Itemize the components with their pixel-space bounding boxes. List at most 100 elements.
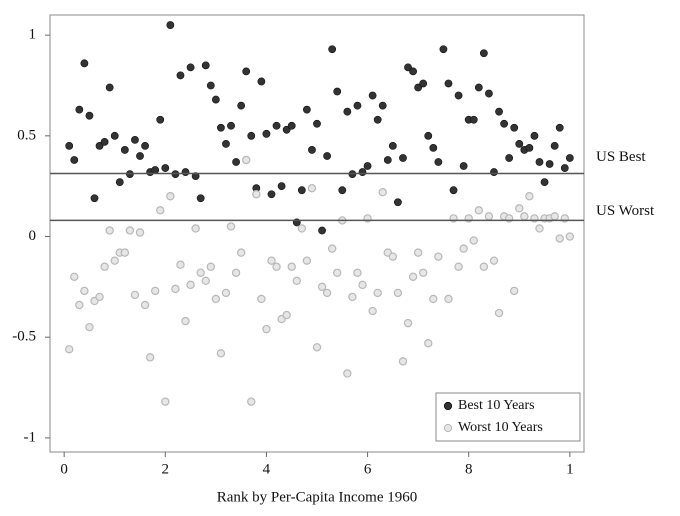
point xyxy=(333,87,342,96)
point xyxy=(125,226,135,235)
point xyxy=(328,45,337,54)
point xyxy=(217,123,225,132)
point xyxy=(156,206,165,215)
point xyxy=(272,262,281,271)
point xyxy=(393,288,403,298)
point xyxy=(131,135,139,144)
point xyxy=(307,183,317,193)
point xyxy=(211,294,221,304)
point xyxy=(297,224,307,233)
x-tick-label: 8 xyxy=(465,461,473,477)
point xyxy=(130,290,140,300)
point xyxy=(166,21,175,29)
point xyxy=(232,158,240,166)
point xyxy=(469,115,478,124)
point xyxy=(237,101,246,110)
point xyxy=(145,353,155,362)
point xyxy=(338,186,347,195)
point xyxy=(434,252,443,261)
point xyxy=(100,137,109,146)
point xyxy=(565,232,575,241)
point xyxy=(85,322,94,332)
point xyxy=(414,83,423,92)
point xyxy=(277,182,286,191)
point xyxy=(297,186,306,195)
point xyxy=(474,83,483,92)
point xyxy=(515,139,524,148)
point xyxy=(439,45,448,54)
x-tick-label: 4 xyxy=(263,461,271,477)
point xyxy=(363,162,372,170)
point xyxy=(388,252,398,261)
point xyxy=(75,105,84,114)
y-tick-label: -0.5 xyxy=(12,329,36,345)
point xyxy=(216,349,226,358)
point xyxy=(110,256,119,265)
point xyxy=(343,369,352,378)
point xyxy=(474,206,484,215)
point xyxy=(201,61,210,70)
point xyxy=(399,154,407,162)
y-tick-label: 1 xyxy=(29,27,37,43)
point xyxy=(469,236,478,245)
point xyxy=(318,226,326,235)
point xyxy=(226,222,236,231)
point xyxy=(327,244,337,253)
point xyxy=(515,204,524,213)
point xyxy=(135,228,145,237)
point xyxy=(429,144,438,152)
point xyxy=(262,129,271,138)
point xyxy=(115,178,124,187)
point xyxy=(525,144,534,152)
point xyxy=(333,268,342,277)
point xyxy=(95,292,104,302)
point xyxy=(181,168,190,176)
point xyxy=(540,178,549,187)
point xyxy=(302,105,311,114)
point xyxy=(409,67,417,76)
point xyxy=(353,268,362,277)
point xyxy=(413,248,423,257)
point xyxy=(495,107,503,116)
point xyxy=(535,158,544,166)
point xyxy=(247,397,256,406)
point xyxy=(404,63,412,72)
x-tick-label: 6 xyxy=(364,461,372,477)
reference-label: US Worst xyxy=(596,203,655,219)
point xyxy=(444,79,453,88)
point xyxy=(70,156,79,164)
point xyxy=(166,192,175,201)
point xyxy=(186,63,195,72)
legend-marker xyxy=(443,401,453,411)
point xyxy=(454,262,463,271)
point xyxy=(206,262,216,271)
point xyxy=(252,190,261,199)
point xyxy=(141,141,149,150)
point xyxy=(494,308,504,318)
y-tick-label: 0 xyxy=(29,228,37,244)
point xyxy=(211,95,220,104)
point xyxy=(120,146,129,154)
point xyxy=(459,244,468,253)
point xyxy=(484,212,494,221)
point xyxy=(530,131,539,140)
point xyxy=(120,248,130,257)
point xyxy=(186,280,195,290)
point xyxy=(70,272,79,281)
point xyxy=(323,152,332,160)
point xyxy=(419,79,428,88)
point xyxy=(500,119,509,128)
point xyxy=(282,125,291,134)
point xyxy=(444,294,453,304)
point xyxy=(196,268,205,277)
x-tick-label: 1 xyxy=(566,461,574,477)
point xyxy=(520,212,529,221)
point xyxy=(383,156,392,164)
point xyxy=(80,286,89,296)
point xyxy=(136,152,144,160)
point xyxy=(550,141,559,150)
point xyxy=(161,397,170,406)
point xyxy=(434,158,443,166)
point xyxy=(247,131,256,140)
point xyxy=(282,310,291,320)
